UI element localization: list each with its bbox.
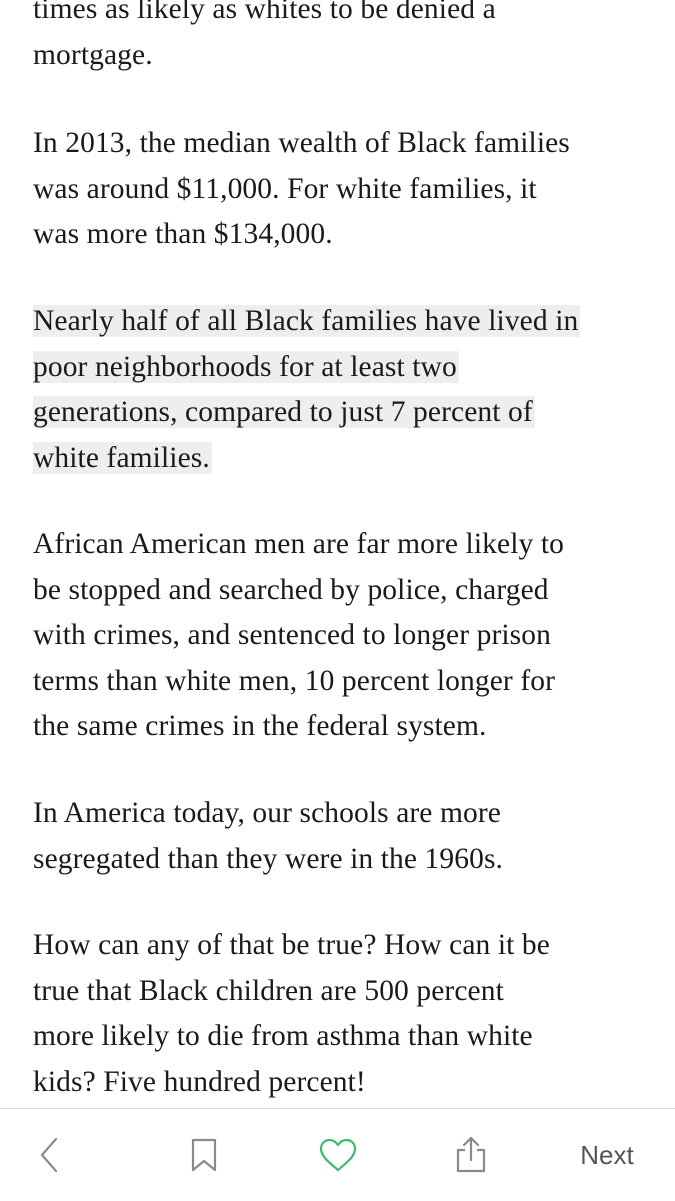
text-line: In America today, our schools are more <box>33 797 501 829</box>
like-button[interactable] <box>308 1109 368 1201</box>
bookmark-button[interactable] <box>176 1109 232 1201</box>
text-line: In 2013, the median wealth of Black fami… <box>33 127 570 159</box>
text-line: with crimes, and sentenced to longer pri… <box>33 619 551 651</box>
bookmark-icon <box>190 1137 218 1173</box>
text-line: terms than white men, 10 percent longer … <box>33 664 556 697</box>
paragraph-neighborhoods-highlighted[interactable]: Nearly half of all Black families have l… <box>33 299 643 481</box>
text-line: was around $11,000. For white families, … <box>33 172 537 205</box>
highlighted-text: Nearly half of all Black families have l… <box>33 305 581 337</box>
text-line: mortgage. <box>33 38 153 71</box>
share-icon <box>454 1135 488 1175</box>
highlighted-line: poor neighborhoods for at least two <box>33 345 643 391</box>
text-line: kids? Five hundred percent! <box>33 1065 366 1098</box>
text-line: be stopped and searched by police, charg… <box>33 573 549 606</box>
next-label: Next <box>580 1139 634 1170</box>
highlighted-line: Nearly half of all Black families have l… <box>33 299 643 345</box>
article-body: times as likely as whites to be denied a… <box>33 0 643 1105</box>
share-button[interactable] <box>442 1109 500 1201</box>
text-line: more likely to die from asthma than whit… <box>33 1020 533 1052</box>
text-line: times as likely as whites to be denied a <box>33 0 496 25</box>
text-line: How can any of that be true? How can it … <box>33 929 550 961</box>
text-line: the same crimes in the federal system. <box>33 710 487 742</box>
highlighted-text: poor neighborhoods for at least two <box>33 350 459 383</box>
highlighted-text: white families. <box>33 441 212 474</box>
back-button[interactable] <box>22 1109 76 1201</box>
paragraph-police: African American men are far more likely… <box>33 522 643 750</box>
paragraph-mortgage: times as likely as whites to be denied a… <box>33 0 643 78</box>
text-line: segregated than they were in the 1960s. <box>33 842 504 875</box>
heart-icon <box>318 1137 358 1173</box>
highlighted-line: white families. <box>33 436 643 482</box>
chevron-left-icon <box>38 1135 60 1175</box>
text-line: true that Black children are 500 percent <box>33 974 504 1007</box>
next-button[interactable]: Next <box>565 1109 649 1201</box>
bottom-toolbar: Next <box>0 1108 675 1201</box>
text-line: African American men are far more likely… <box>33 528 564 560</box>
text-line: was more than $134,000. <box>33 218 333 250</box>
highlighted-text: generations, compared to just 7 percent … <box>33 396 535 428</box>
paragraph-wealth: In 2013, the median wealth of Black fami… <box>33 121 643 258</box>
paragraph-schools: In America today, our schools are more s… <box>33 791 643 882</box>
highlighted-line: generations, compared to just 7 percent … <box>33 390 643 436</box>
paragraph-asthma: How can any of that be true? How can it … <box>33 923 643 1105</box>
